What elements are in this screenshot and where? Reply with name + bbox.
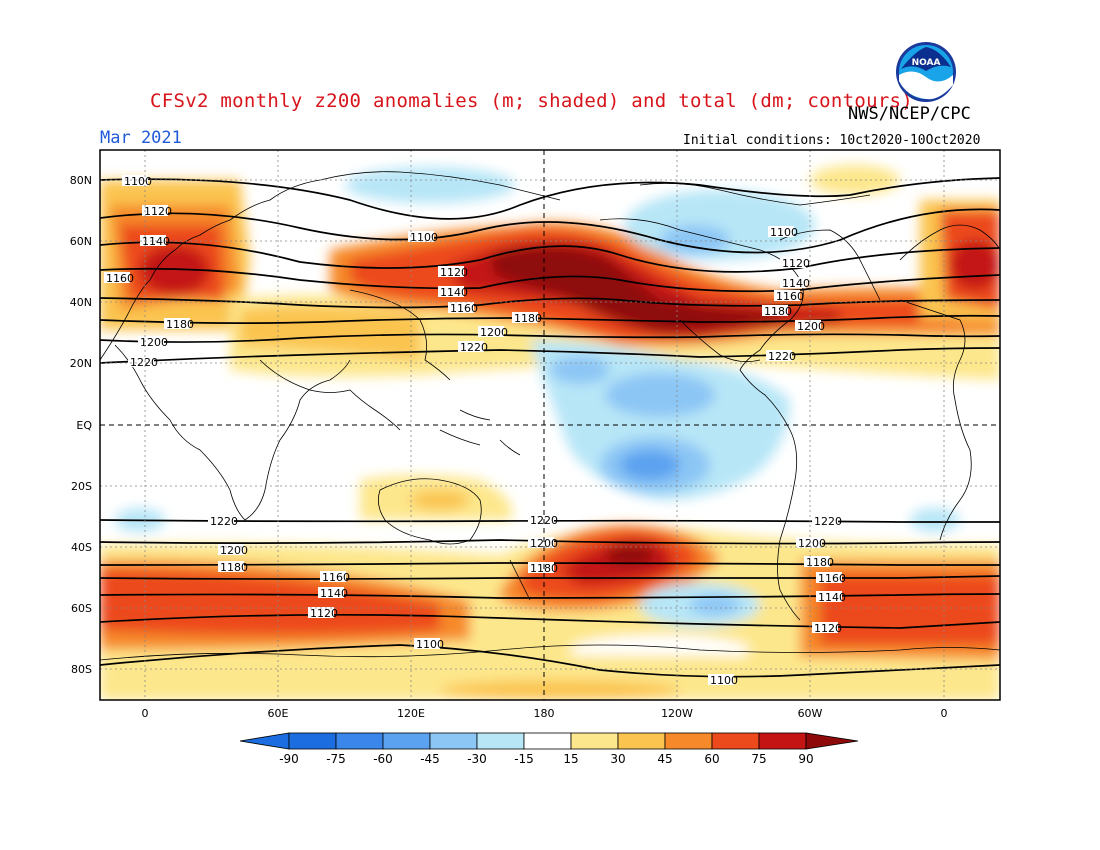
lat-tick-label: EQ (76, 419, 92, 432)
lat-tick-label: 20S (71, 480, 92, 493)
svg-text:NOAA: NOAA (912, 58, 941, 68)
contour-label: 1180 (166, 318, 194, 331)
contour-label: 1180 (764, 305, 792, 318)
contour-label: 1120 (814, 622, 842, 635)
lon-tick-label: 0 (142, 707, 149, 720)
colorbar-swatch (617, 732, 666, 750)
contour-labels: 1100 1120 1140 1160 1180 1200 1220 1100 … (104, 175, 846, 687)
lon-tick-label: 180 (534, 707, 555, 720)
lon-tick-label: 60W (798, 707, 823, 720)
colorbar-label: 75 (751, 752, 766, 766)
contour-label: 1160 (818, 572, 846, 585)
contour-label: 1200 (797, 320, 825, 333)
latitude-labels: 80N 60N 40N 20N EQ 20S 40S 60S 80S (70, 174, 93, 676)
colorbar-swatch (570, 732, 619, 750)
contour-label: 1180 (220, 561, 248, 574)
longitude-labels: 0 60E 120E 180 120W 60W 0 (142, 707, 948, 720)
contour-label: 1160 (106, 272, 134, 285)
contour-label: 1200 (220, 544, 248, 557)
contour-label: 1220 (130, 356, 158, 369)
map-frame (99, 149, 1001, 701)
colorbar-label: 15 (563, 752, 578, 766)
chart-title: CFSv2 monthly z200 anomalies (m; shaded)… (150, 90, 914, 112)
contour-label: 1100 (410, 231, 438, 244)
colorbar-label: 60 (704, 752, 719, 766)
contour-label: 1160 (322, 571, 350, 584)
colorbar-swatch (335, 732, 384, 750)
contour-label: 1180 (514, 312, 542, 325)
colorbar-label: -30 (467, 752, 487, 766)
contour-label: 1100 (770, 226, 798, 239)
contour-label: 1140 (320, 587, 348, 600)
lat-tick-label: 60S (71, 602, 92, 615)
noaa-logo-icon: NOAA (896, 42, 956, 102)
lon-tick-label: 120W (661, 707, 693, 720)
contour-label: 1140 (440, 286, 468, 299)
colorbar-swatch (664, 732, 713, 750)
contour-label: 1160 (450, 302, 478, 315)
colorbar-right-arrow (805, 732, 859, 750)
colorbar: -90 -75 -60 -45 -30 -15 15 30 45 60 75 9… (239, 732, 859, 766)
colorbar-label: -45 (420, 752, 440, 766)
contour-label: 1200 (798, 537, 826, 550)
colorbar-left-arrow (239, 732, 290, 750)
forecast-month-label: Mar 2021 (100, 128, 182, 148)
colorbar-swatch (758, 732, 807, 750)
contour-label: 1100 (710, 674, 738, 687)
colorbar-label: 45 (657, 752, 672, 766)
contour-label: 1100 (124, 175, 152, 188)
contour-label: 1220 (814, 515, 842, 528)
contour-label: 1180 (806, 556, 834, 569)
lat-tick-label: 40N (70, 296, 92, 309)
contour-label: 1140 (782, 277, 810, 290)
contour-label: 1160 (776, 290, 804, 303)
lat-tick-label: 20N (70, 357, 92, 370)
equator-dateline-lines (100, 150, 1000, 700)
colorbar-label: -75 (326, 752, 346, 766)
colorbar-swatch (288, 732, 337, 750)
colorbar-label: -15 (514, 752, 534, 766)
contour-label: 1200 (140, 336, 168, 349)
lat-tick-label: 80N (70, 174, 92, 187)
contour-label: 1120 (310, 607, 338, 620)
contour-label: 1140 (142, 235, 170, 248)
initial-conditions-label: Initial conditions: 10ct2020-10Oct2020 (683, 133, 981, 148)
contour-label: 1120 (440, 266, 468, 279)
contour-label: 1200 (480, 326, 508, 339)
contour-label: 1220 (210, 515, 238, 528)
colorbar-swatch (711, 732, 760, 750)
contour-label: 1220 (768, 350, 796, 363)
contour-label: 1220 (460, 341, 488, 354)
colorbar-swatch (382, 732, 431, 750)
lat-tick-label: 40S (71, 541, 92, 554)
agency-label: NWS/NCEP/CPC (848, 104, 971, 124)
lat-tick-label: 60N (70, 235, 92, 248)
colorbar-swatch (523, 732, 572, 750)
colorbar-label: 30 (610, 752, 625, 766)
lon-tick-label: 120E (397, 707, 425, 720)
colorbar-label: 90 (798, 752, 813, 766)
colorbar-swatch (476, 732, 525, 750)
lon-tick-label: 60E (268, 707, 289, 720)
contour-label: 1120 (782, 257, 810, 270)
contour-label: 1140 (818, 591, 846, 604)
height-contours (100, 177, 1000, 678)
colorbar-label: -60 (373, 752, 393, 766)
colorbar-label: -90 (279, 752, 299, 766)
lon-tick-label: 0 (941, 707, 948, 720)
lat-tick-label: 80S (71, 663, 92, 676)
contour-label: 1120 (144, 205, 172, 218)
contour-label: 1100 (416, 638, 444, 651)
colorbar-swatch (429, 732, 478, 750)
